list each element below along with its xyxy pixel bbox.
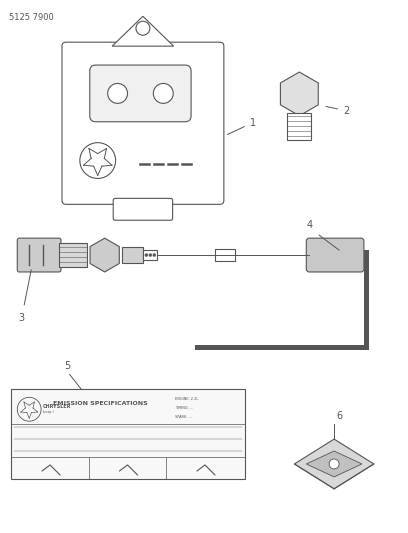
Bar: [11, 389, 245, 479]
Circle shape: [149, 254, 152, 256]
Bar: [215, 249, 235, 261]
Polygon shape: [295, 439, 374, 489]
Polygon shape: [112, 17, 174, 46]
Text: TIMING: ...: TIMING: ...: [175, 406, 193, 410]
Bar: [59, 243, 87, 267]
Text: (corp.): (corp.): [43, 410, 55, 414]
Polygon shape: [306, 451, 362, 477]
FancyBboxPatch shape: [62, 42, 224, 204]
Bar: [287, 112, 311, 140]
FancyBboxPatch shape: [90, 65, 191, 122]
Text: 6: 6: [336, 411, 342, 421]
Bar: [144, 250, 157, 260]
Circle shape: [329, 459, 339, 469]
Circle shape: [153, 84, 173, 103]
Circle shape: [136, 21, 150, 35]
Circle shape: [108, 84, 128, 103]
Polygon shape: [90, 238, 119, 272]
Text: 5125 7900: 5125 7900: [9, 13, 54, 22]
Bar: [195, 345, 369, 350]
Text: 2: 2: [326, 106, 349, 116]
Text: 5: 5: [64, 361, 71, 372]
Polygon shape: [280, 72, 318, 116]
Bar: [291, 76, 307, 94]
Circle shape: [145, 254, 148, 256]
Text: SPARK: ...: SPARK: ...: [175, 415, 192, 419]
FancyBboxPatch shape: [17, 238, 61, 272]
Text: CHRYSLER: CHRYSLER: [43, 404, 71, 409]
Circle shape: [153, 254, 156, 256]
FancyBboxPatch shape: [113, 198, 173, 220]
Bar: [122, 247, 144, 263]
Text: 4: 4: [306, 220, 313, 230]
Bar: [364, 250, 369, 345]
Text: 3: 3: [18, 313, 24, 323]
Text: EMISSION SPECIFICATIONS: EMISSION SPECIFICATIONS: [53, 401, 147, 406]
Text: 1: 1: [227, 118, 256, 134]
Text: ENGINE: 2.2L: ENGINE: 2.2L: [175, 397, 198, 401]
FancyBboxPatch shape: [306, 238, 364, 272]
